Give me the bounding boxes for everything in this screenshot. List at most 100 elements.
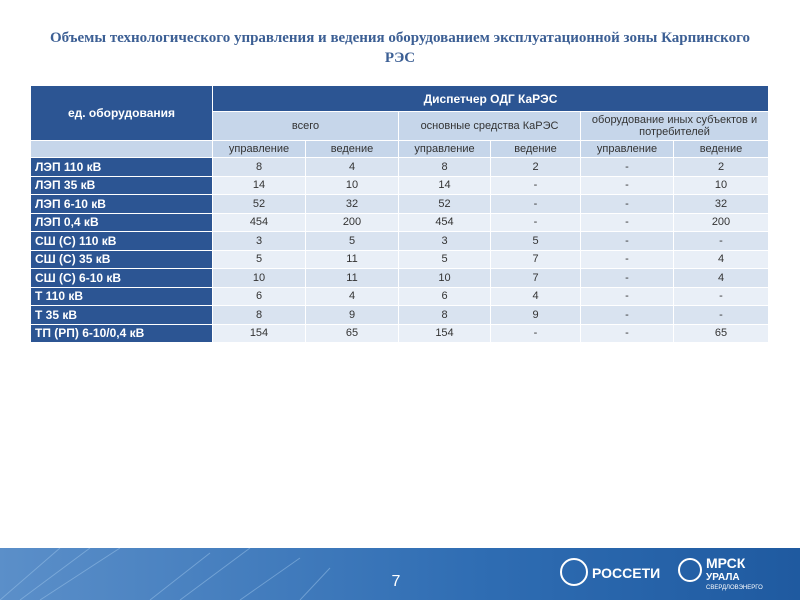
table-cell: -	[580, 286, 674, 306]
table-cell: 200	[305, 212, 399, 232]
row-header: СШ (С) 6-10 кВ	[30, 268, 213, 288]
table-cell: -	[580, 194, 674, 214]
table-cell: -	[580, 323, 674, 343]
table-cell: 2	[490, 157, 581, 177]
table-cell: 10	[398, 268, 491, 288]
row-header: ЛЭП 6-10 кВ	[30, 194, 213, 214]
table-cell: 3	[398, 231, 491, 251]
row-header: СШ (С) 35 кВ	[30, 249, 213, 269]
logo: МРСК	[706, 555, 746, 571]
table-cell: -	[580, 231, 674, 251]
title: Объемы технологического управления и вед…	[49, 30, 751, 66]
table-cell: 5	[398, 249, 491, 269]
column-header: управление	[212, 140, 306, 158]
table-cell: -	[580, 305, 674, 325]
table-cell: 2	[673, 157, 769, 177]
table-cell: -	[673, 286, 769, 306]
row-header: ЛЭП 35 кВ	[30, 175, 213, 195]
table-row: СШ (С) 6-10 кВ 10 11 10 7-4	[30, 268, 769, 288]
table-cell: 14	[398, 175, 491, 195]
table-cell: 4	[305, 157, 399, 177]
table-cell: 10	[212, 268, 306, 288]
table-row: ЛЭП 0,4 кВ 454 200 454- -200	[30, 212, 769, 232]
table-row: управление ведение управление ведение управл…	[30, 140, 769, 158]
table-row: СШ (С) 110 кВ 3 5 3 5- -	[30, 231, 769, 251]
table-cell: 32	[673, 194, 769, 214]
table-cell: 154	[398, 323, 491, 343]
column-header: управление	[398, 140, 491, 158]
footer-graphics: 7 РОССЕТИ МРСК УРАЛА СВЕРДЛОВЭНЕРГО	[0, 547, 763, 601]
table-cell: 8	[212, 305, 306, 325]
table-cell: 4	[490, 286, 581, 306]
page-number: 7	[392, 573, 401, 590]
table-cell: -	[580, 157, 674, 177]
row-header: ТП (РП) 6-10/0,4 кВ	[30, 323, 213, 343]
table-cell: 3	[212, 231, 306, 251]
table-cell: 9	[305, 305, 399, 325]
table-cell: -	[490, 212, 581, 232]
table-cell: 6	[398, 286, 491, 306]
column-header: ведение	[490, 140, 581, 158]
subgroup-header: основные средства КаРЭС	[398, 111, 581, 141]
rosseti-icon	[560, 558, 588, 586]
table-cell: -	[673, 231, 769, 251]
table-cell: 7	[490, 249, 581, 269]
footer: 7 РОССЕТИ МРСК УРАЛА СВЕРДЛОВЭНЕРГО	[0, 547, 800, 601]
table-cell: 4	[673, 249, 769, 269]
table-cell: 5	[490, 231, 581, 251]
table-cell: -	[580, 175, 674, 195]
table-row: ЛЭП 6-10 кВ 52 32 52- -32	[30, 194, 769, 214]
table-cell: 52	[398, 194, 491, 214]
table-cell: 6	[212, 286, 306, 306]
table-cell: 10	[673, 175, 769, 195]
logo: УРАЛА	[706, 572, 740, 583]
table-cell: 52	[212, 194, 306, 214]
table-cell: 11	[305, 249, 399, 269]
decoration	[0, 547, 331, 601]
table-cell: -	[580, 249, 674, 269]
row-header: СШ (С) 110 кВ	[30, 231, 213, 251]
table-cell: 5	[305, 231, 399, 251]
table-cell: -	[580, 268, 674, 288]
table-cell: 14	[212, 175, 306, 195]
table-cell: 65	[305, 323, 399, 343]
table-cell: 8	[398, 157, 491, 177]
row-header: ЛЭП 0,4 кВ	[30, 212, 213, 232]
table-cell: 5	[212, 249, 306, 269]
table-cell: -	[490, 175, 581, 195]
table-row: ЛЭП 110 кВ 8 4 8 2-2	[30, 157, 769, 177]
group-header: Диспетчер ОДГ КаРЭС	[212, 85, 769, 112]
table-row: ед. оборудования Диспетчер ОДГ КаРЭС	[30, 85, 769, 141]
table-cell: 4	[305, 286, 399, 306]
row-header: Т 110 кВ	[30, 286, 213, 306]
table: ед. оборудования Диспетчер ОДГ КаРЭС всего…	[30, 85, 769, 343]
table-cell: 454	[212, 212, 306, 232]
table-cell: 8	[212, 157, 306, 177]
table-cell: 10	[305, 175, 399, 195]
table-cell: 7	[490, 268, 581, 288]
table-row: Т 35 кВ 8 9 8 9- -	[30, 305, 769, 325]
mrsk-icon	[678, 558, 702, 582]
logo: СВЕРДЛОВЭНЕРГО	[706, 585, 763, 591]
row-header: ЛЭП 110 кВ	[30, 157, 213, 177]
table-cell: 8	[398, 305, 491, 325]
table-cell: -	[673, 305, 769, 325]
table-cell: 154	[212, 323, 306, 343]
table-cell: -	[490, 194, 581, 214]
table-cell: -	[490, 323, 581, 343]
header-cell	[30, 140, 213, 158]
corner-header: ед. оборудования	[30, 85, 213, 141]
logo: РОССЕТИ	[592, 565, 660, 581]
table-row: ЛЭП 35 кВ 14 10 14- -10	[30, 175, 769, 195]
table-row: СШ (С) 35 кВ 5 11 5 7-4	[30, 249, 769, 269]
subgroup-header: оборудование иных субъектов и потребител…	[580, 111, 769, 141]
subgroup-header: всего	[212, 111, 399, 141]
table-cell: 32	[305, 194, 399, 214]
table-cell: -	[580, 212, 674, 232]
table-cell: 454	[398, 212, 491, 232]
column-header: ведение	[673, 140, 769, 158]
table-row: всего основные средства КаРЭС оборудование…	[31, 111, 769, 141]
table-cell: 200	[673, 212, 769, 232]
row-header: Т 35 кВ	[30, 305, 213, 325]
